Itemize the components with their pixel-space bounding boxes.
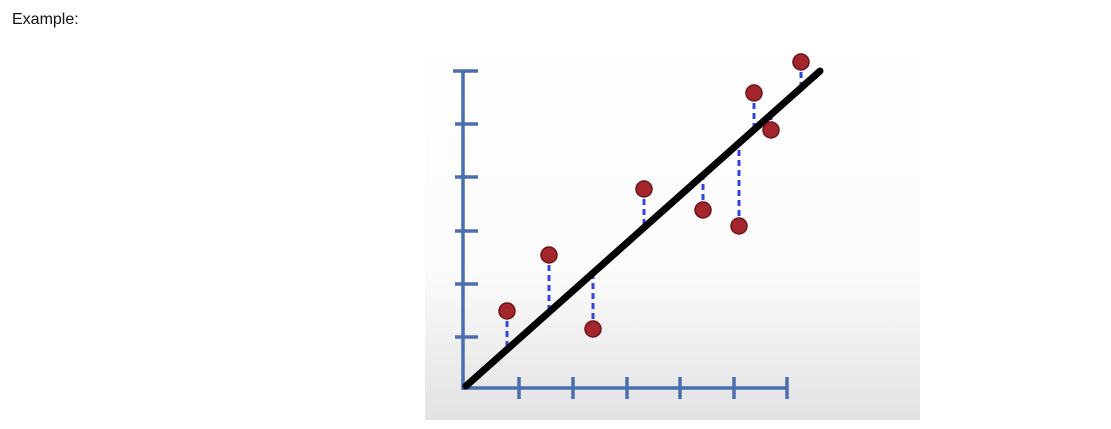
- point: [540, 246, 558, 264]
- regression-line: [462, 67, 824, 390]
- point: [584, 320, 602, 338]
- axes: [453, 69, 789, 399]
- point: [694, 201, 712, 219]
- point: [730, 217, 748, 235]
- points: [498, 53, 810, 338]
- point: [792, 53, 810, 71]
- point: [498, 302, 516, 320]
- figure-background: [425, 35, 920, 420]
- point: [635, 180, 653, 198]
- point: [745, 84, 763, 102]
- point: [762, 121, 780, 139]
- example-label: Example:: [12, 11, 79, 28]
